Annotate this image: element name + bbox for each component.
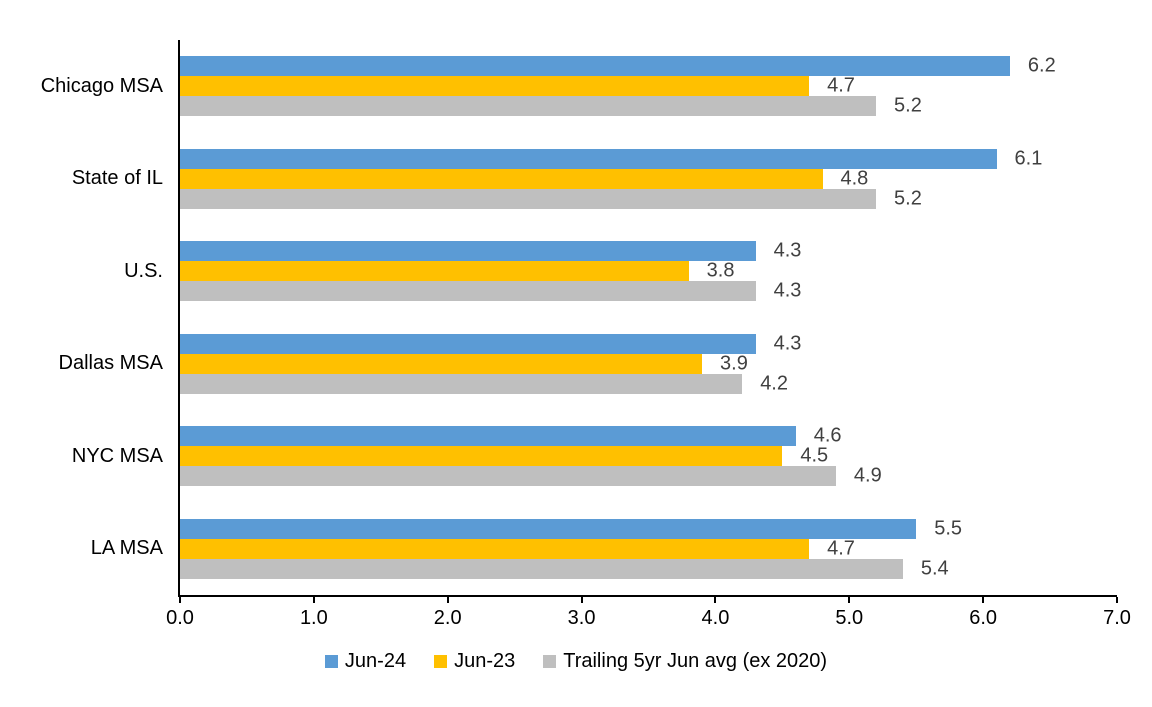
value-label: 5.5 [934,517,963,540]
legend-label: Jun-23 [454,650,516,672]
x-axis-tick [982,597,985,603]
chart-body: Chicago MSA State of IL U.S. Dallas MSA NYC … [0,40,1131,629]
value-label: 6.2 [1027,54,1056,77]
bar-jun-24-chicago-msa: 6.2 [180,55,1056,77]
bar-jun-23-u-s: 3.8 [180,260,734,282]
x-axis-tick-label: 5.0 [835,607,864,629]
bar-jun-24-state-of-il: 6.1 [180,147,1042,169]
x-axis-tick-label: 6.0 [969,607,998,629]
x-axis-tick-label: 1.0 [299,607,328,629]
legend-marker-icon [543,655,557,668]
bar-groups: 6.2 4.7 5.2 6.1 4.8 5.2 4.3 3.8 4.3 4.3 3.9 4.2 4.6 4… [180,40,1117,595]
bar-trailing-5yr-jun-avg-ex-2020-u-s: 4.3 [180,280,801,302]
bar-group-u-s: 4.3 3.8 4.3 [180,225,1117,318]
x-axis-tick-label: 4.0 [701,607,730,629]
value-label: 5.4 [920,557,949,580]
value-label: 4.3 [773,332,802,355]
value-label: 4.7 [827,74,855,97]
bar-trailing-5yr-jun-avg-ex-2020-state-of-il: 5.2 [180,187,922,209]
value-label: 5.2 [894,187,922,210]
value-label: 4.9 [853,464,882,487]
bar-group-state-of-il: 6.1 4.8 5.2 [180,133,1117,226]
x-axis-tick-label: 7.0 [1103,607,1131,629]
bar-jun-23-chicago-msa: 4.7 [180,75,855,97]
legend-marker-icon [324,655,338,668]
x-axis-tick-label: 0.0 [166,607,194,629]
bar-jun-24-nyc-msa: 4.6 [180,425,842,447]
x-axis-tick [446,597,449,603]
value-label: 4.6 [813,424,842,447]
legend-item-jun-24: Jun-24 [324,650,407,673]
value-label: 3.8 [706,259,735,282]
value-label: 3.9 [720,352,748,375]
bar-group-nyc-msa: 4.6 4.5 4.9 [180,410,1117,503]
legend-label: Trailing 5yr Jun avg (ex 2020) [563,650,828,672]
bar-jun-24-dallas-msa: 4.3 [180,332,801,354]
value-label: 4.2 [760,372,788,395]
value-label: 6.1 [1014,147,1043,170]
x-axis-tick [580,597,583,603]
x-axis-tick [312,597,315,603]
bar-group-chicago-msa: 6.2 4.7 5.2 [180,40,1117,133]
legend: Jun-24 Jun-23 Trailing 5yr Jun avg (ex 202… [0,650,1152,673]
plot-area: 6.2 4.7 5.2 6.1 4.8 5.2 4.3 3.8 4.3 4.3 3.9 4.2 4.6 4… [166,40,1131,629]
category-label-nyc-msa: NYC MSA [71,444,163,467]
category-label-state-of-il: State of IL [71,167,163,190]
category-label-dallas-msa: Dallas MSA [58,352,163,375]
bar-jun-24-la-msa: 5.5 [180,517,962,539]
x-axis-tick [179,597,181,603]
x-axis-tick [1116,597,1118,603]
bar-trailing-5yr-jun-avg-ex-2020-dallas-msa: 4.2 [180,372,788,394]
bar-group-la-msa: 5.5 4.7 5.4 [180,503,1117,596]
x-axis-tick [714,597,717,603]
legend-item-jun-23: Jun-23 [434,650,515,673]
bar-trailing-5yr-jun-avg-ex-2020-la-msa: 5.4 [180,557,949,579]
value-label: 4.7 [827,537,855,560]
x-axis-tick [848,597,851,603]
value-label: 4.3 [773,279,802,302]
category-label-la-msa: LA MSA [90,537,163,560]
x-axis-tick-label: 2.0 [433,607,462,629]
category-axis: Chicago MSA State of IL U.S. Dallas MSA NYC … [0,40,178,595]
category-label-u-s: U.S. [124,259,163,282]
bar-group-dallas-msa: 4.3 3.9 4.2 [180,318,1117,411]
value-label: 4.8 [840,167,869,190]
x-axis: 0.0 1.0 2.0 3.0 4.0 5.0 6.0 7.0 [166,597,1131,637]
category-label-chicago-msa: Chicago MSA [40,74,163,97]
value-label: 4.5 [800,444,829,467]
bar-trailing-5yr-jun-avg-ex-2020-chicago-msa: 5.2 [180,95,922,117]
value-label: 5.2 [894,94,922,117]
legend-marker-icon [434,655,448,668]
value-label: 4.3 [773,239,802,262]
bar-jun-24-u-s: 4.3 [180,240,801,262]
bar-trailing-5yr-jun-avg-ex-2020-nyc-msa: 4.9 [180,465,882,487]
bar-jun-23-la-msa: 4.7 [180,537,855,559]
legend-item-trailing-5yr-jun-avg-ex-2020: Trailing 5yr Jun avg (ex 2020) [543,650,827,673]
bar-jun-23-dallas-msa: 3.9 [180,352,748,374]
bar-jun-23-nyc-msa: 4.5 [180,445,828,467]
bar-jun-23-state-of-il: 4.8 [180,167,868,189]
legend-label: Jun-24 [344,650,407,672]
x-axis-tick-label: 3.0 [567,607,596,629]
